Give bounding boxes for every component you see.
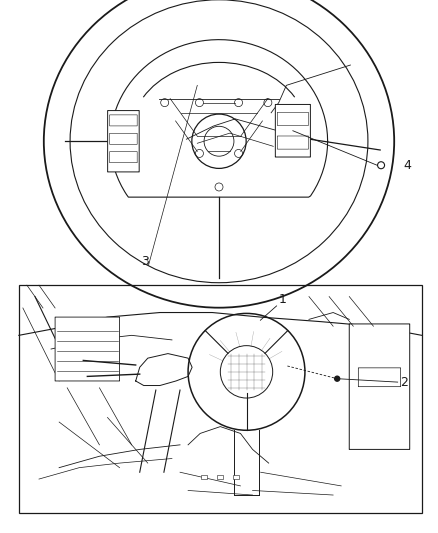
- FancyBboxPatch shape: [110, 133, 137, 144]
- Bar: [217, 475, 223, 479]
- Text: 2: 2: [400, 376, 408, 389]
- FancyBboxPatch shape: [358, 368, 401, 386]
- FancyBboxPatch shape: [55, 317, 120, 381]
- FancyBboxPatch shape: [110, 115, 137, 126]
- FancyBboxPatch shape: [108, 110, 139, 172]
- Bar: [233, 475, 240, 479]
- Bar: [201, 475, 207, 479]
- FancyBboxPatch shape: [349, 324, 410, 449]
- FancyBboxPatch shape: [276, 104, 311, 157]
- Text: 4: 4: [403, 159, 411, 172]
- Text: 3: 3: [141, 255, 148, 268]
- FancyBboxPatch shape: [277, 136, 308, 149]
- Bar: [19, 285, 422, 513]
- Text: 1: 1: [279, 294, 287, 306]
- FancyBboxPatch shape: [110, 152, 137, 163]
- Circle shape: [335, 376, 340, 381]
- FancyBboxPatch shape: [277, 112, 308, 125]
